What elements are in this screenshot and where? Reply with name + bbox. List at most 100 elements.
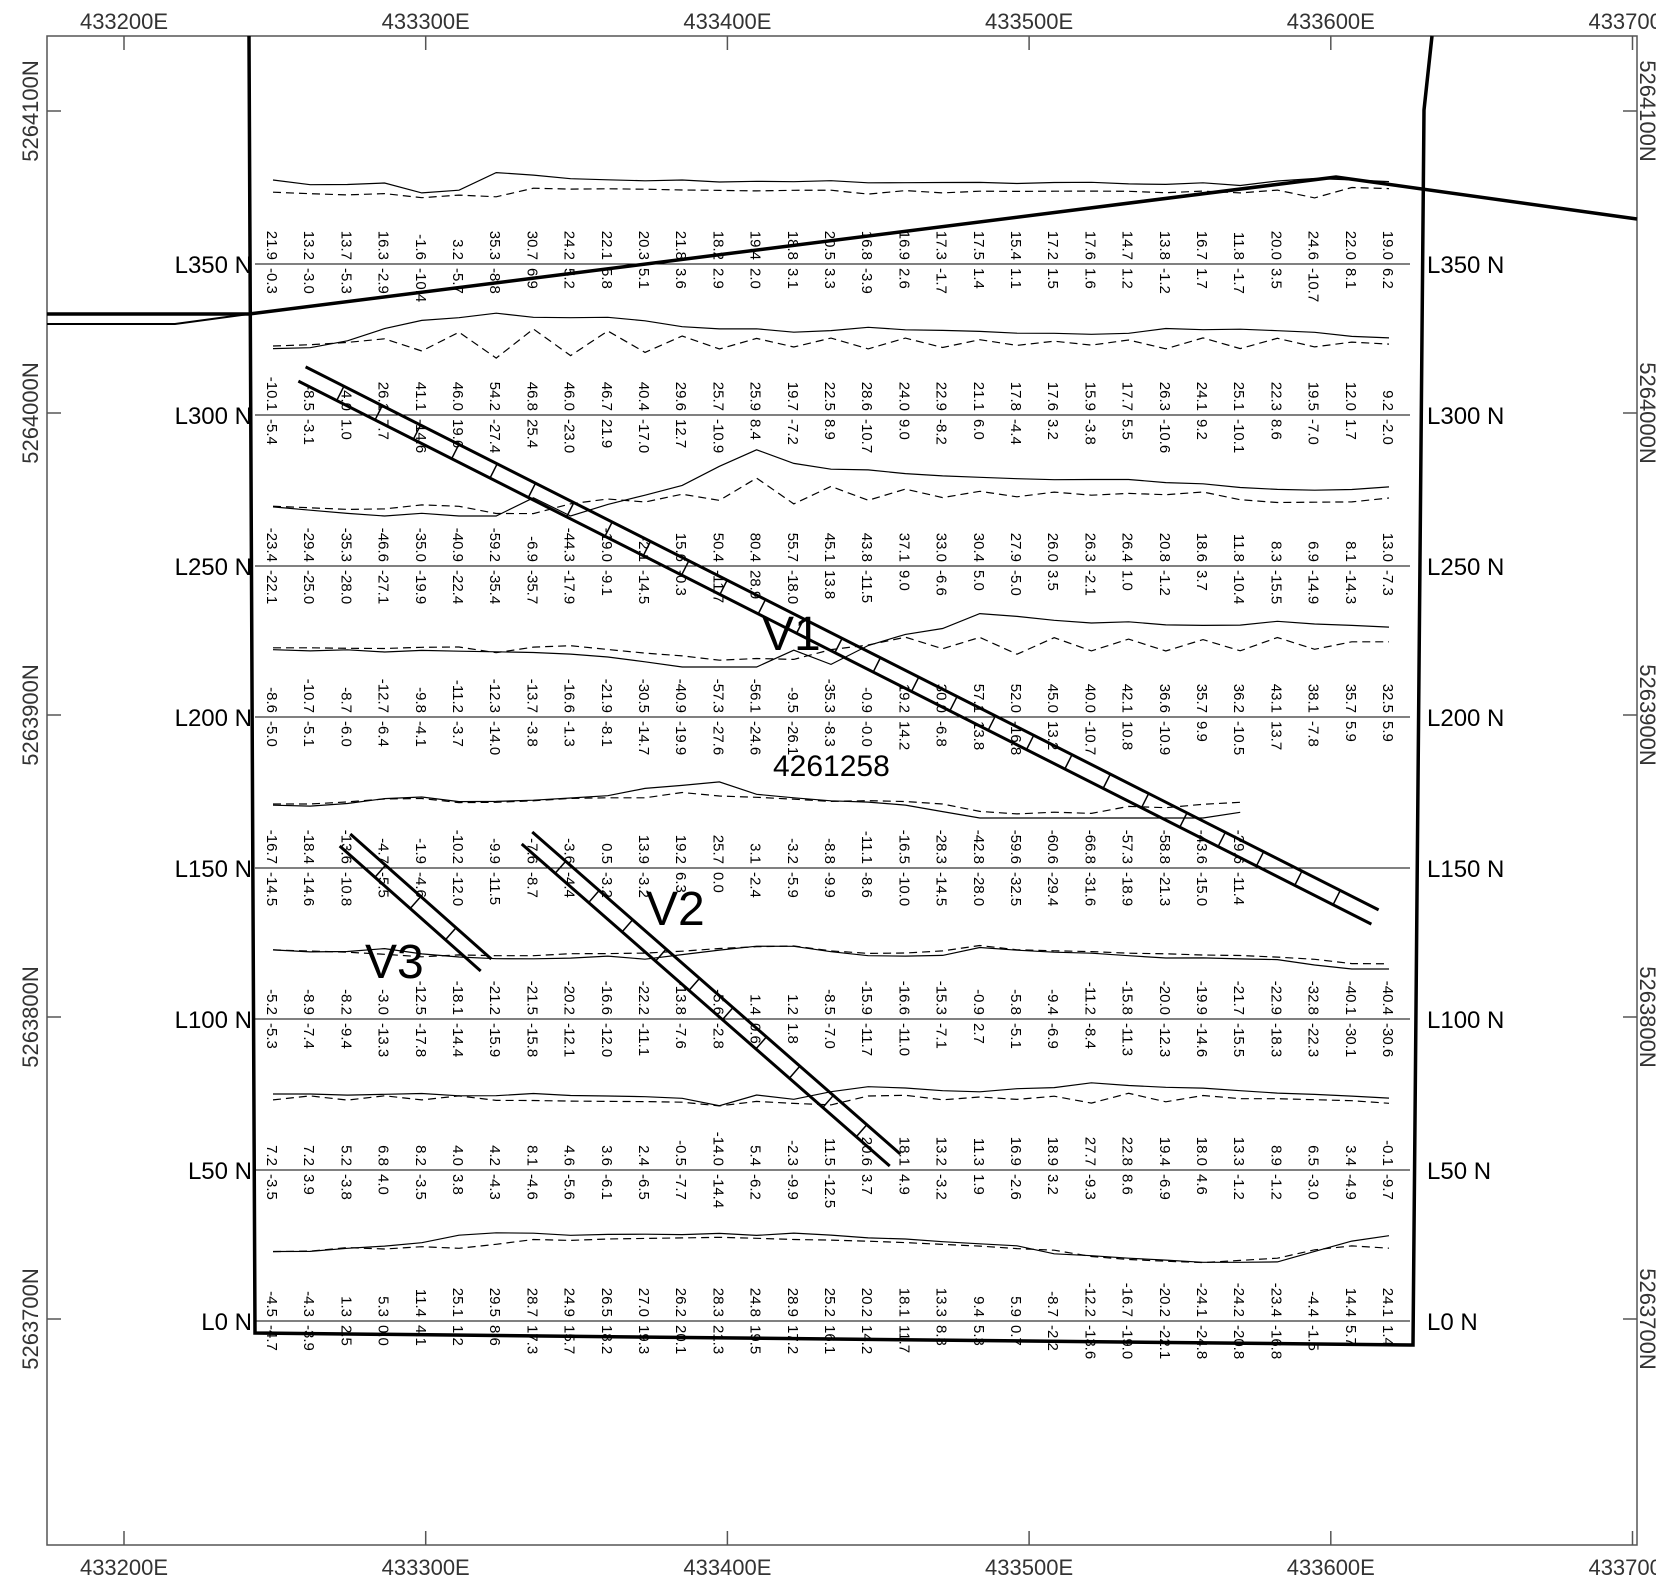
lower-value: -28.0 bbox=[970, 872, 987, 906]
upper-value: -66.8 bbox=[1081, 830, 1098, 864]
upper-value: 41.1 bbox=[412, 382, 429, 411]
line-label-left: L0 N bbox=[201, 1309, 252, 1336]
lower-value: -6.5 bbox=[635, 1174, 652, 1200]
upper-value: 16.9 bbox=[1007, 1137, 1024, 1166]
upper-value: -42.8 bbox=[970, 830, 987, 864]
vein-hatch bbox=[336, 385, 345, 401]
line-label-right: L300 N bbox=[1427, 403, 1504, 430]
vein-hatch bbox=[444, 927, 457, 941]
lower-value: -18.0 bbox=[784, 570, 801, 604]
lower-value: -5.1 bbox=[1007, 1023, 1024, 1049]
vein-hatch bbox=[1255, 851, 1265, 867]
upper-value: 45.0 bbox=[1044, 684, 1061, 713]
upper-value: 43.8 bbox=[858, 533, 875, 562]
x-tick-label-top: 433500E bbox=[985, 9, 1073, 34]
lower-value: 1.5 bbox=[1044, 268, 1061, 289]
lower-value: 12.7 bbox=[672, 419, 689, 448]
lower-value: -5.0 bbox=[263, 721, 280, 747]
upper-value: -35.3 bbox=[337, 528, 354, 562]
lower-value: -2.6 bbox=[1007, 1174, 1024, 1200]
lower-value: -11.0 bbox=[895, 1023, 912, 1056]
vein-edge bbox=[531, 830, 902, 1156]
lower-value: 25.4 bbox=[523, 419, 540, 448]
lower-value: -15.9 bbox=[486, 1023, 503, 1057]
vein-hatch bbox=[604, 521, 613, 537]
lower-value: -10.7 bbox=[1081, 721, 1098, 755]
lower-value: -17.8 bbox=[412, 1023, 429, 1057]
upper-value: 28.9 bbox=[784, 1288, 801, 1317]
vein-edge bbox=[297, 379, 1373, 926]
lower-value: -12.0 bbox=[449, 872, 466, 906]
y-tick-label-right: 5264000N bbox=[1635, 362, 1656, 464]
observation-values: 21.9 13.2 13.7 16.3 -1.6 3.2 35.3 30.7 24.2 22.1 2… bbox=[263, 231, 1396, 1359]
lower-value: -28.0 bbox=[337, 570, 354, 604]
lower-value: -7.2 bbox=[784, 419, 801, 445]
lower-value: 3.1 bbox=[784, 268, 801, 289]
lower-value: -5.6 bbox=[561, 1174, 578, 1200]
upper-value: 24.1 bbox=[1379, 1288, 1396, 1317]
y-tick-label-right: 5263700N bbox=[1635, 1268, 1656, 1370]
vein-hatch bbox=[1102, 773, 1112, 789]
lower-value: -3.9 bbox=[300, 1325, 317, 1351]
vein-hatch bbox=[621, 919, 634, 933]
upper-value: -40.4 bbox=[1379, 981, 1396, 1015]
upper-value: -20.2 bbox=[1156, 1283, 1173, 1317]
lower-value: -21.3 bbox=[1156, 872, 1173, 906]
upper-value: 28.6 bbox=[858, 382, 875, 411]
upper-value: 14.4 bbox=[1342, 1288, 1359, 1317]
lower-value: -3.8 bbox=[337, 1174, 354, 1200]
upper-value: 21.8 bbox=[672, 231, 689, 260]
vein-hatch bbox=[834, 638, 843, 653]
upper-value: 15.4 bbox=[1007, 231, 1024, 260]
upper-value: -35.0 bbox=[412, 528, 429, 562]
vein-hatch bbox=[374, 405, 383, 421]
upper-value: -1.9 bbox=[412, 838, 429, 864]
upper-value: 35.7 bbox=[1342, 684, 1359, 713]
vein-hatch bbox=[872, 657, 882, 673]
upper-value: -16.6 bbox=[895, 981, 912, 1015]
lower-value: -17.9 bbox=[561, 570, 578, 604]
upper-value: 52.0 bbox=[1007, 684, 1024, 713]
upper-value: 80.4 bbox=[747, 533, 764, 562]
upper-value: 37.1 bbox=[895, 533, 912, 562]
upper-value: -18.4 bbox=[300, 830, 317, 864]
claim-number-label: 4261258 bbox=[773, 750, 890, 783]
upper-value: -15.8 bbox=[1119, 981, 1136, 1015]
upper-value: -28.3 bbox=[933, 830, 950, 864]
lower-value: -4.6 bbox=[523, 1174, 540, 1200]
upper-value: 50.4 bbox=[709, 533, 726, 562]
vein-hatch bbox=[721, 1007, 734, 1021]
upper-value: 26.3 bbox=[1081, 533, 1098, 562]
upper-value: -11.2 bbox=[449, 680, 466, 713]
upper-value: 12.0 bbox=[1342, 382, 1359, 411]
upper-value: 24.2 bbox=[561, 231, 578, 260]
line-label-left: L100 N bbox=[175, 1007, 252, 1034]
upper-value: -11.1 bbox=[858, 831, 875, 864]
lower-value: 5.2 bbox=[561, 268, 578, 289]
upper-value: 27.0 bbox=[635, 1288, 652, 1317]
lower-value: -15.8 bbox=[523, 1023, 540, 1057]
lower-value: 8.6 bbox=[1267, 419, 1284, 440]
line-label-right: L50 N bbox=[1427, 1158, 1491, 1185]
lower-value: -3.5 bbox=[412, 1174, 429, 1200]
upper-value: 8.1 bbox=[1342, 541, 1359, 562]
vein-hatch bbox=[451, 444, 460, 460]
upper-value: 17.6 bbox=[1081, 231, 1098, 260]
upper-value: 46.0 bbox=[449, 382, 466, 411]
lower-value: -2.9 bbox=[375, 268, 392, 294]
upper-value: 26.5 bbox=[598, 1288, 615, 1317]
lower-value: 13.8 bbox=[821, 570, 838, 599]
upper-value: -10.1 bbox=[263, 377, 280, 411]
upper-value: -40.1 bbox=[1342, 981, 1359, 1015]
upper-value: -14.0 bbox=[709, 1132, 726, 1166]
upper-value: 16.7 bbox=[1193, 231, 1210, 260]
upper-value: 3.2 bbox=[449, 239, 466, 260]
lower-value: -15.0 bbox=[1193, 872, 1210, 906]
upper-value: 20.2 bbox=[858, 1288, 875, 1317]
x-tick-label-bottom: 433200E bbox=[80, 1555, 168, 1580]
upper-value: 24.9 bbox=[561, 1288, 578, 1317]
upper-value: -3.2 bbox=[784, 838, 801, 864]
upper-value: 25.1 bbox=[1230, 382, 1247, 411]
y-tick-label-left: 5264000N bbox=[18, 362, 43, 464]
lower-value: -10.8 bbox=[337, 872, 354, 906]
